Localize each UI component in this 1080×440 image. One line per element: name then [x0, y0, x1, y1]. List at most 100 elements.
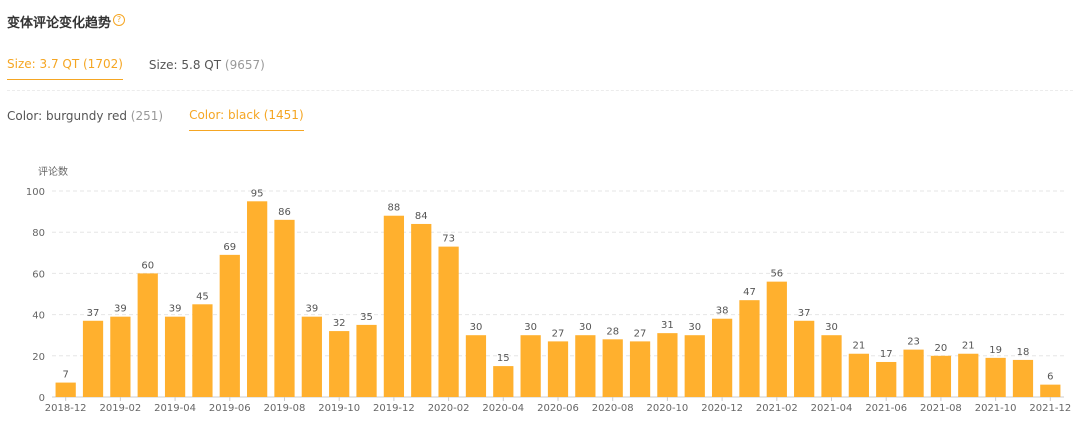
bar [493, 366, 514, 397]
tab-label: Color: black [189, 108, 260, 122]
bar [794, 320, 815, 397]
x-tick-label: 2020-02 [428, 403, 470, 414]
data-label: 19 [989, 345, 1002, 356]
bar [903, 349, 924, 397]
x-tick-label: 2019-10 [318, 403, 360, 414]
x-tick-label: 2021-02 [756, 403, 798, 414]
x-tick-label: 2021-04 [811, 403, 853, 414]
x-tick-label: 2021-08 [920, 403, 962, 414]
color-tabs: Color: burgundy red (251) Color: black (… [7, 108, 330, 131]
data-label: 17 [880, 349, 893, 360]
y-tick-label: 100 [26, 187, 45, 198]
tab-label: Size: 3.7 QT [7, 57, 80, 71]
data-label: 23 [907, 337, 920, 348]
x-tick-label: 2019-06 [209, 403, 251, 414]
data-label: 84 [415, 211, 428, 222]
x-tick-label: 2018-12 [45, 403, 87, 414]
bar [137, 273, 158, 397]
bar [247, 201, 268, 397]
bar [602, 339, 623, 397]
y-tick-label: 60 [32, 269, 45, 280]
bar [547, 341, 569, 397]
data-label: 15 [497, 353, 510, 364]
data-label: 30 [688, 322, 701, 333]
data-label: 95 [251, 188, 264, 199]
x-tick-label: 2019-08 [264, 403, 306, 414]
data-label: 73 [442, 234, 455, 245]
data-label: 60 [141, 260, 154, 271]
data-label: 69 [223, 242, 236, 253]
tab-color-burgundy-red[interactable]: Color: burgundy red (251) [7, 109, 163, 131]
y-tick-label: 80 [32, 228, 45, 239]
x-tick-label: 2020-08 [592, 403, 634, 414]
tab-size-3-7-qt[interactable]: Size: 3.7 QT (1702) [7, 57, 123, 80]
bar [629, 341, 651, 397]
bar [575, 335, 596, 397]
bar [958, 353, 979, 397]
data-label: 56 [770, 269, 783, 280]
data-label: 38 [716, 306, 729, 317]
title-row: 变体评论变化趋势 ? [7, 12, 126, 31]
data-label: 32 [333, 318, 346, 329]
data-label: 6 [1047, 372, 1053, 383]
data-label: 21 [962, 341, 975, 352]
bar [274, 219, 295, 397]
bar [438, 246, 459, 397]
bar [110, 316, 131, 397]
bar [1040, 384, 1061, 397]
bar [684, 335, 705, 397]
question-circle-icon[interactable]: ? [113, 13, 126, 26]
bar [192, 304, 213, 397]
data-label: 88 [388, 203, 401, 214]
y-tick-label: 20 [32, 352, 45, 363]
tab-label: Color: burgundy red [7, 109, 127, 123]
data-label: 30 [524, 322, 537, 333]
x-tick-label: 2020-12 [701, 403, 743, 414]
bar [465, 335, 487, 397]
data-label: 30 [825, 322, 838, 333]
y-tick-label: 40 [32, 311, 45, 322]
data-label: 37 [798, 308, 811, 319]
bar [930, 355, 952, 397]
tab-count: (1451) [263, 108, 304, 122]
data-label: 35 [360, 312, 373, 323]
data-label: 21 [852, 341, 865, 352]
bar [82, 320, 104, 397]
bar [164, 316, 186, 397]
tab-count: (251) [130, 109, 164, 123]
bar [301, 316, 322, 397]
data-label: 27 [634, 328, 647, 339]
x-tick-label: 2020-10 [647, 403, 689, 414]
data-label: 47 [743, 287, 756, 298]
data-label: 28 [606, 326, 619, 337]
x-tick-label: 2020-04 [482, 403, 524, 414]
x-tick-label: 2019-12 [373, 403, 415, 414]
bar [657, 333, 678, 397]
x-tick-label: 2021-06 [865, 403, 907, 414]
data-label: 37 [87, 308, 100, 319]
bar [711, 318, 733, 397]
page-title: 变体评论变化趋势 [7, 16, 112, 31]
tab-color-black[interactable]: Color: black (1451) [189, 108, 304, 131]
y-axis-label: 评论数 [38, 165, 68, 178]
data-label: 39 [305, 304, 318, 315]
x-tick-label: 2019-02 [99, 403, 141, 414]
size-tabs: Size: 3.7 QT (1702) Size: 5.8 QT (9657) [7, 57, 291, 80]
data-label: 86 [278, 207, 291, 218]
bar [219, 254, 240, 397]
bar [821, 335, 842, 397]
bar [356, 324, 377, 397]
data-label: 30 [579, 322, 592, 333]
x-tick-label: 2020-06 [537, 403, 579, 414]
tab-size-5-8-qt[interactable]: Size: 5.8 QT (9657) [149, 58, 265, 80]
data-label: 18 [1017, 347, 1030, 358]
bar [383, 215, 405, 397]
bar [739, 300, 760, 397]
y-tick-label: 0 [39, 393, 45, 404]
bar [985, 357, 1006, 397]
data-label: 31 [661, 320, 674, 331]
data-label: 45 [196, 291, 209, 302]
data-label: 30 [470, 322, 483, 333]
bar [329, 331, 350, 397]
